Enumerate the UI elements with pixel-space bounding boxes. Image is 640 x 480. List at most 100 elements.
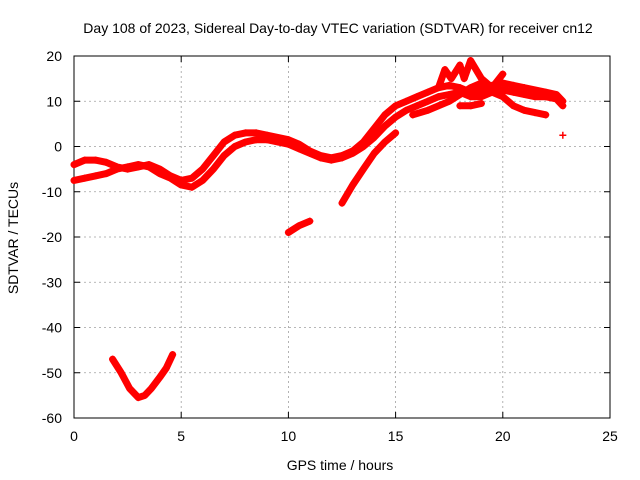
data-point xyxy=(467,102,475,110)
series-track-f xyxy=(284,217,314,236)
ticks xyxy=(73,55,611,419)
y-tick-label: -40 xyxy=(42,320,62,336)
data-point xyxy=(102,158,110,166)
y-tick-label: -50 xyxy=(42,365,62,381)
data-point xyxy=(209,152,217,160)
data-point xyxy=(510,102,518,110)
series-line xyxy=(338,129,400,207)
data-point xyxy=(359,165,367,173)
data-point xyxy=(520,90,528,98)
data-point xyxy=(156,170,164,178)
data-point xyxy=(231,131,239,139)
data-point xyxy=(349,181,357,189)
data-point xyxy=(456,90,464,98)
data-point xyxy=(338,199,346,207)
data-point xyxy=(199,165,207,173)
data-point xyxy=(477,100,485,108)
x-tick-label: 25 xyxy=(602,428,618,444)
data-point xyxy=(409,111,417,119)
x-tick-label: 20 xyxy=(495,428,511,444)
data-point xyxy=(242,129,250,137)
series-track-h xyxy=(456,100,485,110)
data-point xyxy=(477,93,485,101)
data-point xyxy=(520,84,528,92)
y-tick-label: -60 xyxy=(42,410,62,426)
data-point xyxy=(434,93,442,101)
data-point xyxy=(542,93,550,101)
data-point xyxy=(381,111,389,119)
data-point xyxy=(477,75,485,83)
data-point xyxy=(188,183,196,191)
data-point xyxy=(456,61,464,69)
data-point xyxy=(145,163,153,171)
data-point xyxy=(70,176,78,184)
data-point xyxy=(156,373,164,381)
data-point xyxy=(445,97,453,105)
data-point xyxy=(467,57,475,65)
data-point xyxy=(338,154,346,162)
data-point xyxy=(220,152,228,160)
series-group xyxy=(70,57,567,402)
series-track-d xyxy=(434,57,507,92)
data-point xyxy=(499,70,507,78)
data-point xyxy=(306,217,314,225)
data-point xyxy=(445,90,453,98)
data-point xyxy=(306,149,314,157)
data-point xyxy=(359,143,367,150)
x-tick-label: 0 xyxy=(70,428,78,444)
data-point xyxy=(370,149,378,157)
series-line xyxy=(70,86,567,191)
data-point xyxy=(242,138,250,146)
data-point xyxy=(284,228,292,236)
data-point xyxy=(166,174,174,182)
data-point xyxy=(124,163,132,171)
x-tick-label: 5 xyxy=(177,428,185,444)
data-point xyxy=(434,102,442,110)
data-point xyxy=(456,102,464,110)
data-point xyxy=(295,145,303,153)
data-point xyxy=(91,156,99,164)
data-point xyxy=(402,97,410,105)
x-axis-label: GPS time / hours xyxy=(287,457,394,473)
data-point xyxy=(177,181,185,189)
data-point xyxy=(295,222,303,230)
data-point xyxy=(460,75,468,83)
data-point xyxy=(559,102,567,110)
data-point xyxy=(392,129,400,137)
data-point xyxy=(424,97,432,105)
y-tick-label: -20 xyxy=(42,229,62,245)
data-point xyxy=(370,133,378,141)
data-point xyxy=(559,131,567,139)
data-point xyxy=(162,364,170,372)
data-point xyxy=(381,138,389,146)
data-point xyxy=(499,79,507,87)
series-outlier xyxy=(559,131,567,139)
data-point xyxy=(274,138,282,146)
data-point xyxy=(126,385,134,393)
data-point xyxy=(467,93,475,101)
data-point xyxy=(413,102,421,110)
data-point xyxy=(141,391,149,399)
x-tick-label: 15 xyxy=(388,428,404,444)
data-point xyxy=(424,106,432,114)
data-point xyxy=(441,66,449,74)
data-point xyxy=(317,154,325,162)
y-tick-label: 0 xyxy=(54,139,62,155)
data-point xyxy=(169,351,177,359)
data-point xyxy=(252,136,260,144)
y-tick-label: -10 xyxy=(42,184,62,200)
x-tick-label: 10 xyxy=(281,428,297,444)
data-point xyxy=(134,394,142,402)
data-point xyxy=(81,156,89,164)
series-track-g xyxy=(109,351,177,402)
data-point xyxy=(231,143,239,150)
data-point xyxy=(370,124,378,132)
data-point xyxy=(220,138,228,146)
data-point xyxy=(199,176,207,184)
data-point xyxy=(113,165,121,173)
data-point xyxy=(531,109,539,117)
data-point xyxy=(327,156,335,164)
data-point xyxy=(188,174,196,182)
data-point xyxy=(499,93,507,101)
data-point xyxy=(510,81,518,89)
